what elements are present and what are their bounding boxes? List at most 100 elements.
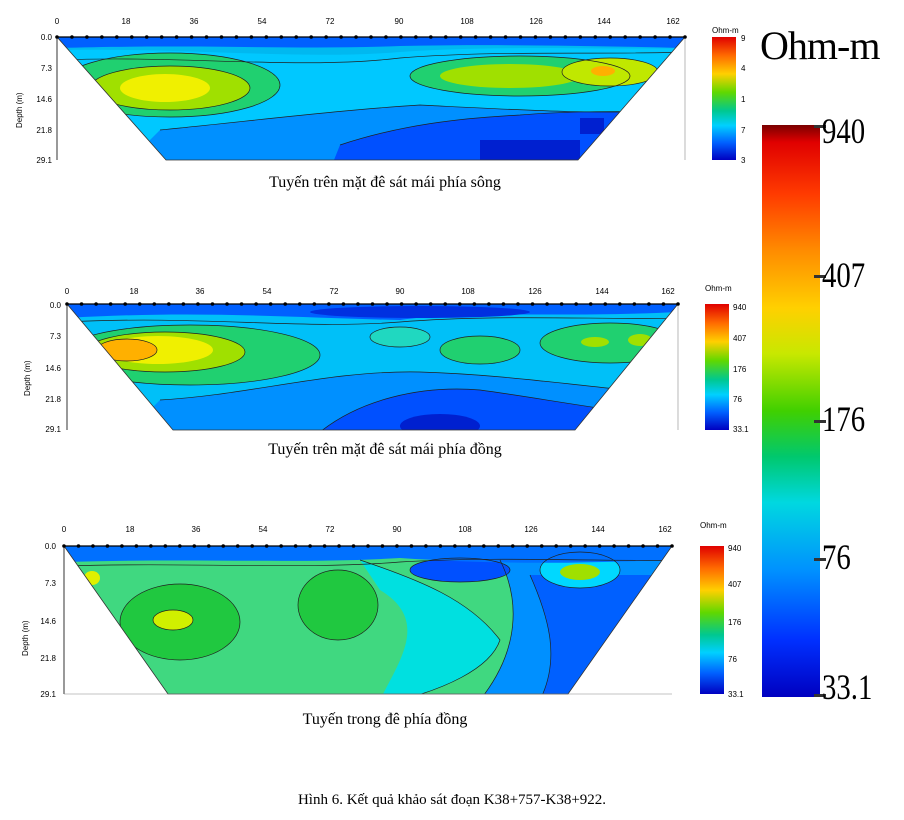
electrode-marker [297,302,302,306]
scale-tick [814,275,826,278]
panel-2-color-scale: Ohm-m 940 407 176 76 33.1 [705,284,749,434]
panel-1-x-ticks: 0 18 36 54 72 90 108 126 144 162 [55,17,680,26]
electrode-marker [603,302,608,306]
panel-3-y-axis-title: Depth (m) [21,620,30,656]
panel-1-resistivity-map [57,37,685,160]
electrode-marker [167,302,171,306]
x-tick-label: 144 [591,525,605,534]
electrode-marker [638,35,642,39]
electrode-marker [670,544,674,548]
electrode-marker [395,544,399,548]
electrode-marker [249,35,254,39]
panel-1-caption: Tuyến trên mặt đê sát mái phía sông [269,174,501,191]
x-tick-label: 36 [190,17,199,26]
scale-label: 176 [728,618,742,627]
scale-label: 940 [733,303,747,312]
x-tick-label: 54 [263,287,272,296]
electrode-marker [503,35,508,39]
electrode-marker [308,544,312,548]
scale-tick [814,558,826,561]
x-tick-label: 90 [395,17,404,26]
electrode-marker [339,35,343,39]
panel-1-section: 0 18 36 54 72 90 108 126 144 162 0.0 7.3… [15,17,746,165]
y-tick-label: 0.0 [50,301,62,310]
enlarged-scale-label: 940 [822,111,866,151]
electrode-marker [574,302,578,306]
scale-tick [814,420,826,423]
electrode-marker [618,302,622,306]
electrode-marker [370,302,375,306]
electrode-marker [204,35,209,39]
electrode-marker [559,302,564,306]
electrode-marker [337,544,341,548]
electrode-marker [192,544,197,548]
x-tick-label: 90 [396,287,405,296]
electrode-marker [399,302,404,306]
electrode-marker [501,302,506,306]
electrode-marker [264,35,269,39]
electrode-marker [100,35,104,39]
enlarged-scale-label: 33.1 [822,667,873,707]
electrode-marker [174,35,179,39]
electrode-marker [554,544,558,548]
electrode-marker [322,544,327,548]
electrode-marker [414,302,418,306]
electrode-marker [424,544,428,548]
electrode-marker [539,544,544,548]
panel-1-color-scale: Ohm-m 9 4 1 7 3 [712,26,746,165]
y-tick-label: 14.6 [36,95,52,104]
electrode-marker [65,302,69,306]
electrode-marker [414,35,418,39]
y-tick-label: 7.3 [45,579,57,588]
enlarged-scale-label: 76 [822,537,851,577]
x-tick-label: 162 [658,525,672,534]
panel-3-x-ticks: 0 18 36 54 72 90 108 126 144 162 [62,525,672,534]
scale-label: 1 [741,95,746,104]
electrode-marker [178,544,182,548]
electrode-marker [409,544,414,548]
electrode-marker [641,544,645,548]
electrode-marker [578,35,583,39]
x-tick-label: 126 [528,287,542,296]
electrode-marker [149,544,153,548]
electrode-marker [293,544,298,548]
electrode-marker [583,544,587,548]
scale-label: 407 [728,580,742,589]
electrode-marker [428,302,433,306]
x-tick-label: 126 [524,525,538,534]
panel-3-scale-unit: Ohm-m [700,521,727,530]
electrode-marker [568,544,573,548]
panel-1-scale-unit: Ohm-m [712,26,739,35]
electrode-marker [70,35,74,39]
electrode-marker [472,302,477,306]
x-tick-label: 144 [597,17,611,26]
electrode-marker [668,35,672,39]
electrode-marker [279,35,284,39]
electrode-marker [453,544,457,548]
electrode-marker [443,35,448,39]
panel-2-caption: Tuyến trên mặt đê sát mái phía đồng [268,441,502,458]
x-tick-label: 54 [258,17,267,26]
electrode-marker [655,544,660,548]
electrode-marker [525,544,530,548]
electrode-marker [309,35,313,39]
electrode-marker [239,302,244,306]
electrode-marker [443,302,448,306]
electrode-marker [438,544,443,548]
electrode-marker [85,35,89,39]
electrode-marker [219,35,224,39]
figure-caption: Hình 6. Kết quả khảo sát đoạn K38+757-K3… [297,792,607,808]
electrode-marker [324,35,328,39]
x-tick-label: 162 [661,287,675,296]
panel-2-y-ticks: 0.0 7.3 14.6 21.8 29.1 [45,301,61,434]
electrode-marker [159,35,164,39]
electrode-marker [548,35,553,39]
electrode-marker [163,544,168,548]
electrode-marker [123,302,127,306]
electrode-marker [487,302,491,306]
electrode-marker [429,35,433,39]
enlarged-scale-unit: Ohm-m [760,23,880,68]
y-tick-label: 7.3 [50,332,62,341]
electrode-marker [62,544,66,548]
scale-label: 33.1 [733,425,749,434]
